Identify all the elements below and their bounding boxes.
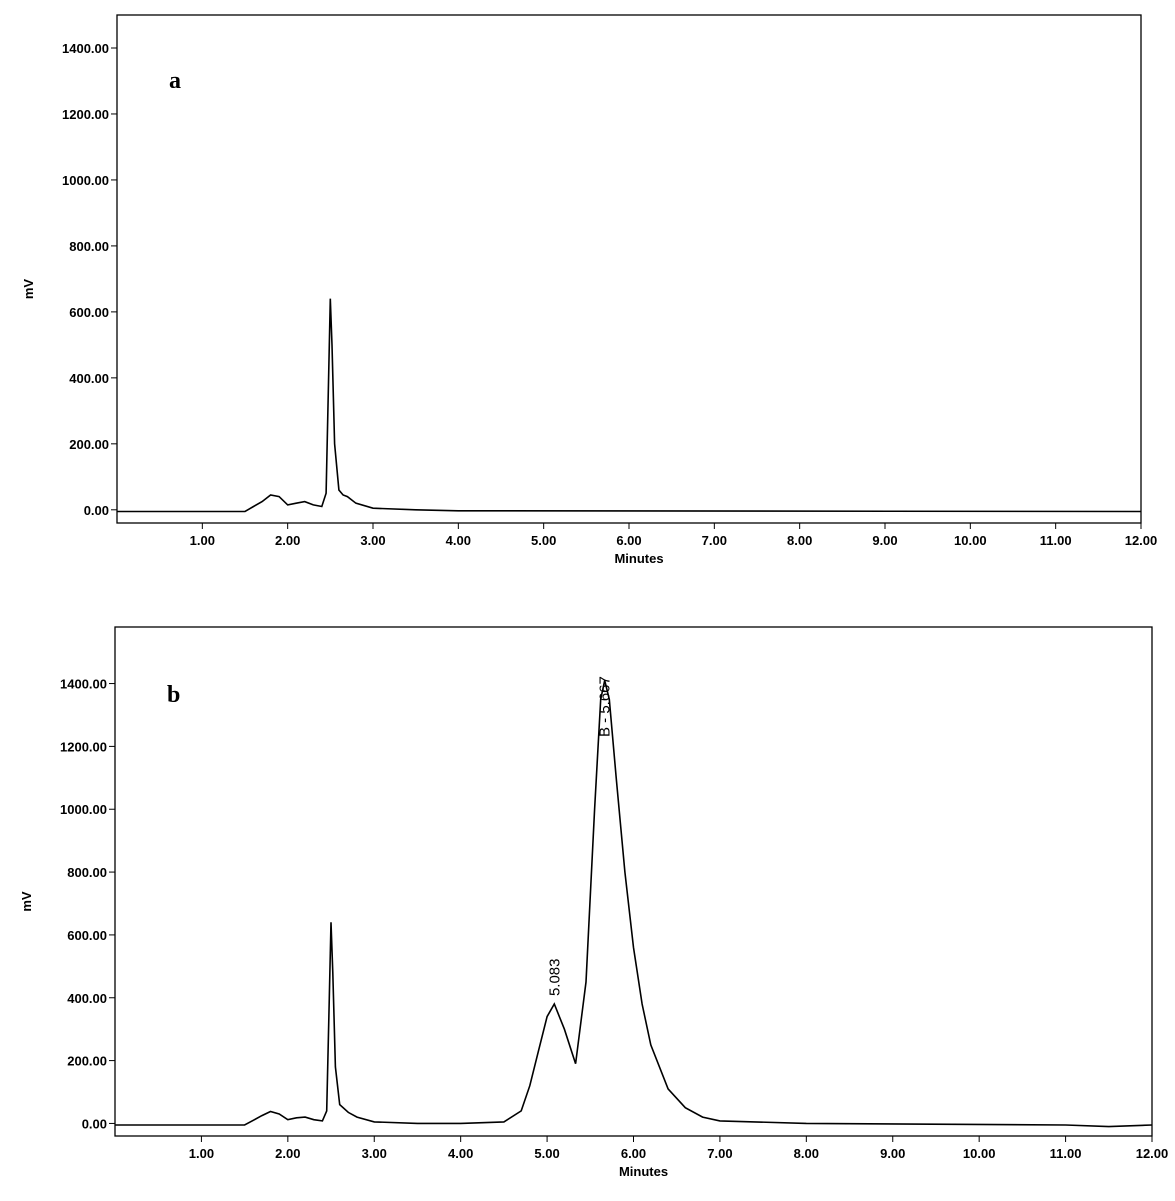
y-tick-label: 1400.00 [60, 677, 107, 692]
x-tick-label: 11.00 [1040, 533, 1072, 548]
y-tick-label: 800.00 [69, 239, 109, 254]
x-tick-label: 9.00 [880, 1146, 905, 1161]
x-tick-label: 12.00 [1125, 533, 1158, 548]
x-tick-label: 3.00 [360, 533, 385, 548]
y-tick-label: 0.00 [84, 503, 109, 518]
y-tick-label: 400.00 [67, 991, 107, 1006]
y-tick-label: 0.00 [82, 1116, 107, 1131]
x-axis-label: Minutes [619, 1164, 668, 1179]
y-tick-label: 1200.00 [60, 739, 107, 754]
panel-label: a [169, 68, 181, 94]
x-tick-label: 1.00 [189, 1146, 214, 1161]
plot-frame [116, 14, 1142, 524]
y-tick-label: 1200.00 [62, 107, 109, 122]
x-tick-label: 3.00 [362, 1146, 387, 1161]
x-axis-label: Minutes [614, 551, 663, 566]
x-tick-label: 5.00 [534, 1146, 559, 1161]
x-tick-label: 8.00 [794, 1146, 819, 1161]
y-tick-label: 1000.00 [60, 802, 107, 817]
x-tick-label: 7.00 [702, 533, 727, 548]
x-tick-label: 1.00 [190, 533, 215, 548]
y-axis-label: mV [19, 891, 34, 912]
peak-label: B - 5.667 [597, 676, 614, 737]
chromatogram-trace [115, 680, 1153, 1128]
y-tick-label: 200.00 [67, 1054, 107, 1069]
x-tick-label: 9.00 [872, 533, 897, 548]
peak-label: 5.083 [546, 958, 563, 996]
x-tick-label: 8.00 [787, 533, 812, 548]
x-tick-label: 11.00 [1050, 1146, 1082, 1161]
x-tick-label: 10.00 [954, 533, 987, 548]
x-tick-label: 12.00 [1136, 1146, 1169, 1161]
x-tick-label: 6.00 [621, 1146, 646, 1161]
x-tick-label: 4.00 [448, 1146, 473, 1161]
panel-label: b [167, 682, 180, 708]
x-tick-label: 7.00 [707, 1146, 732, 1161]
y-tick-label: 600.00 [67, 928, 107, 943]
y-tick-label: 800.00 [67, 865, 107, 880]
y-tick-label: 600.00 [69, 305, 109, 320]
y-tick-label: 400.00 [69, 371, 109, 386]
x-tick-label: 2.00 [275, 1146, 300, 1161]
x-tick-label: 4.00 [446, 533, 471, 548]
plot-frame [114, 626, 1153, 1137]
x-tick-label: 10.00 [963, 1146, 996, 1161]
x-tick-label: 6.00 [616, 533, 641, 548]
chromatogram-trace [117, 298, 1142, 513]
x-tick-label: 5.00 [531, 533, 556, 548]
y-axis-label: mV [21, 279, 36, 300]
y-tick-label: 200.00 [69, 437, 109, 452]
x-tick-label: 2.00 [275, 533, 300, 548]
y-tick-label: 1400.00 [62, 41, 109, 56]
y-tick-label: 1000.00 [62, 173, 109, 188]
